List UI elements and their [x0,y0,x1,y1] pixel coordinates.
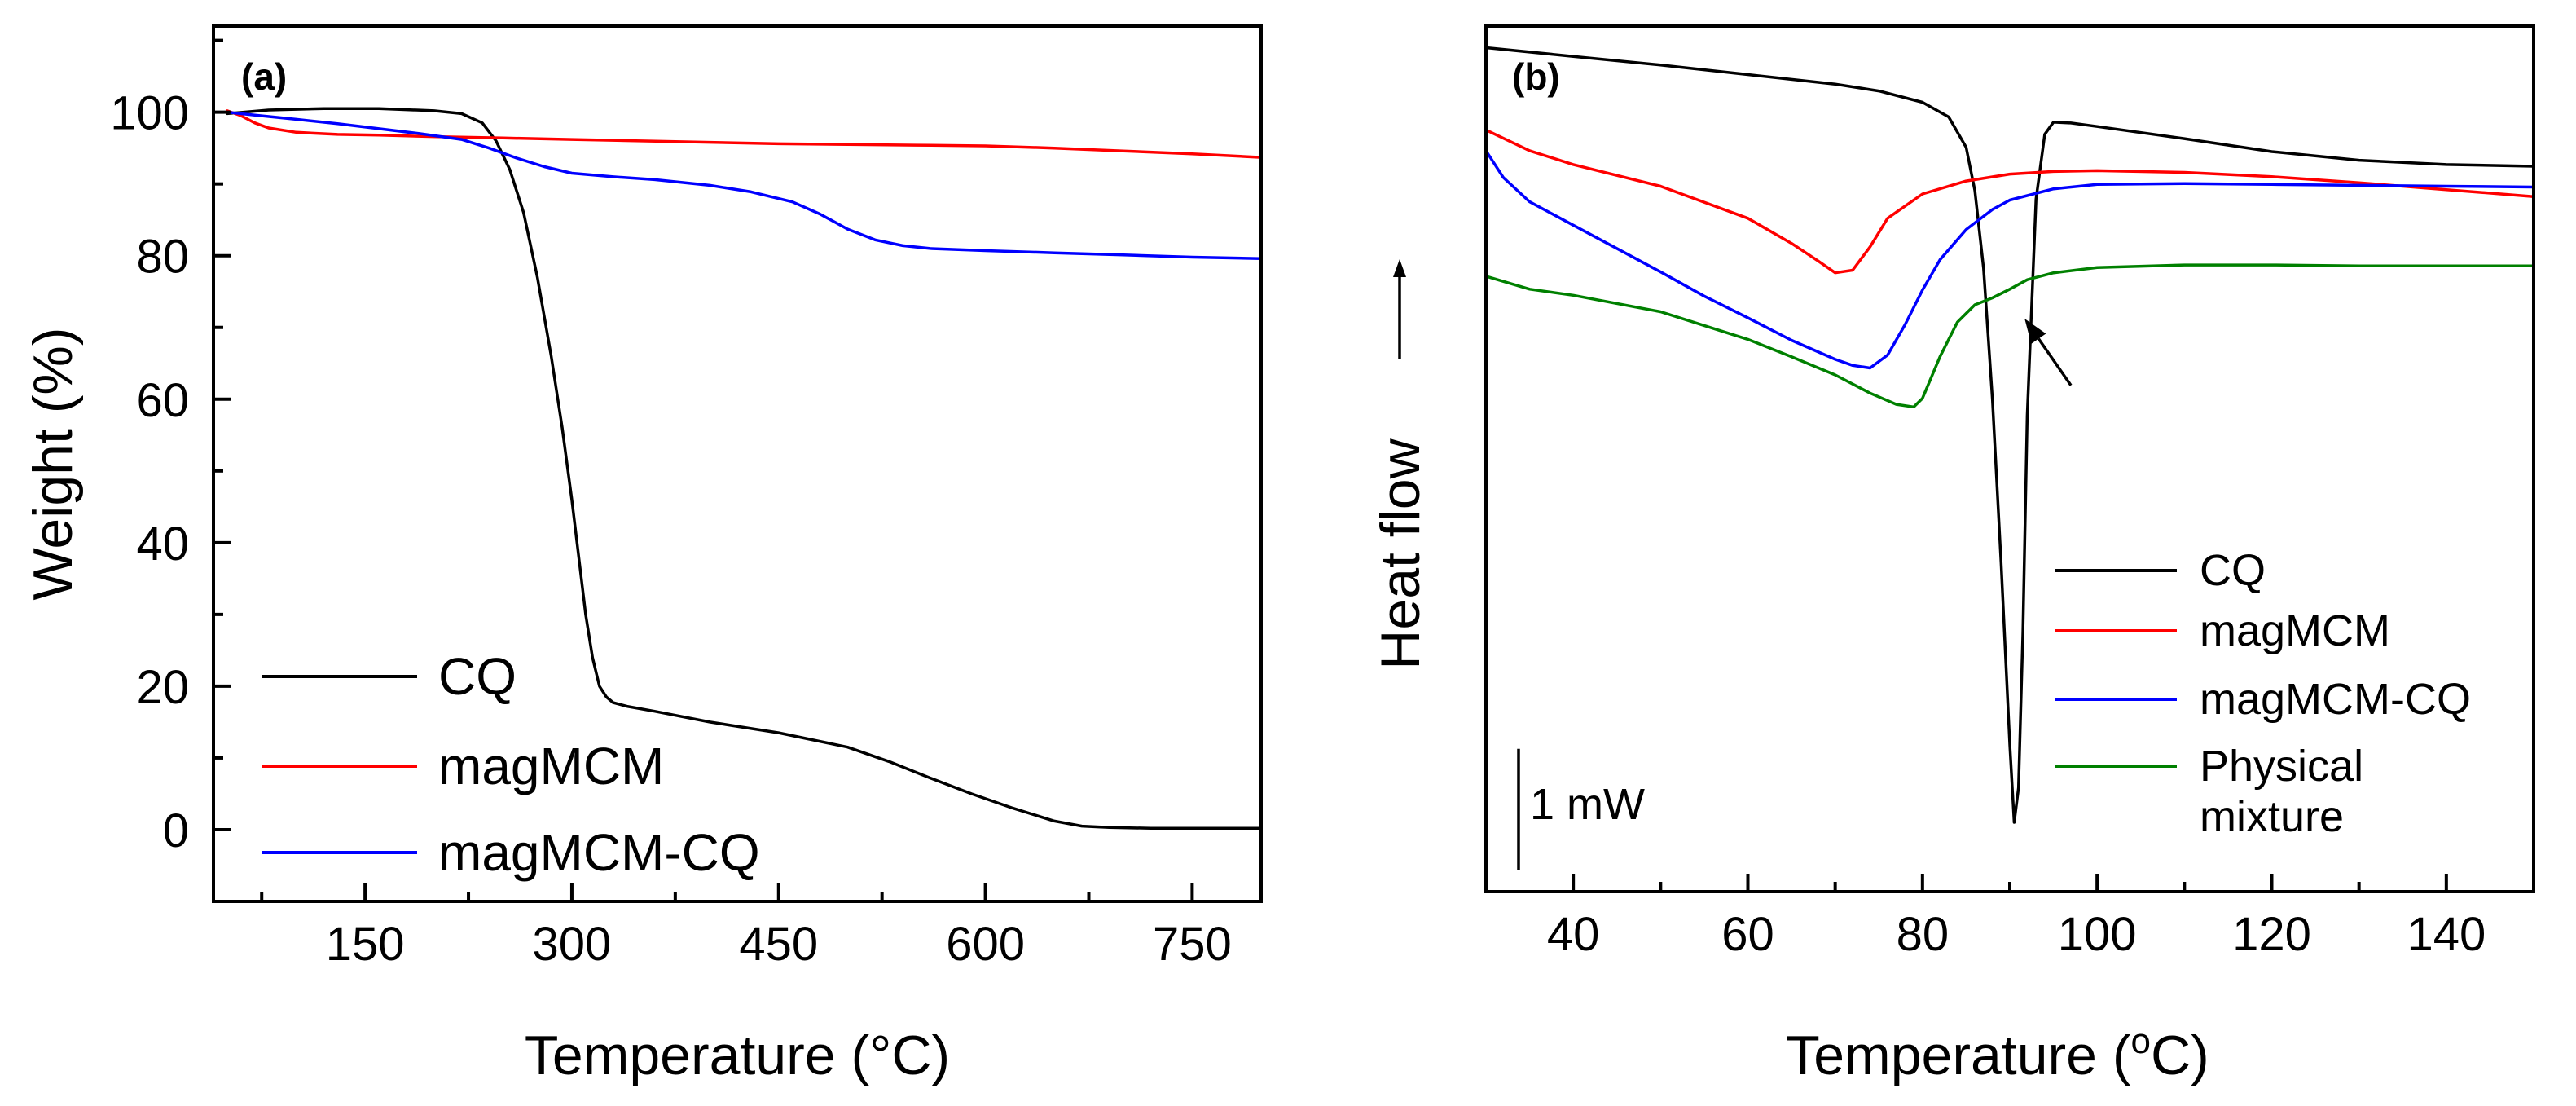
legend-b-label-physical-mixture: Physical mixture [2200,742,2363,841]
legend-a-label-cq: CQ [438,647,517,706]
panel-b-legend: CQ magMCM magMCM-CQ Physical mixture [2055,546,2471,841]
panel-a-legend: CQ magMCM magMCM-CQ [262,647,760,882]
panel-a-series-group [226,107,1263,830]
legend-b-label-magmcm: magMCM [2200,606,2390,655]
panel-b-x-tick-label: 40 [1547,908,1600,961]
panel-a-y-tick-label: 40 [136,518,189,571]
panel-b-scale-bar-label: 1 mW [1530,780,1645,829]
panel-a-x-tick-label: 750 [1153,918,1232,971]
panel-a-label: (a) [241,55,287,98]
panel-b-y-axis-arrow-icon [1393,259,1406,277]
panel-b-series-line-cq [1484,46,2535,824]
panel-a-x-tick-label: 600 [946,918,1025,971]
panel-a-chart: 150 300 450 600 750 0 20 40 60 80 100 (a) Temperat… [22,24,1263,1086]
panel-a-y-tick-label: 0 [163,804,189,857]
panel-a-x-tick-label: 450 [739,918,818,971]
panel-a-ticks: 150 300 450 600 750 0 20 40 60 80 100 [110,38,1232,971]
panel-b-x-tick-label: 80 [1897,908,1950,961]
panel-b-annotation-arrow [2024,318,2073,386]
panel-a-y-tick-label: 20 [136,661,189,714]
legend-a-label-magmcm: magMCM [438,737,664,795]
panel-a-y-tick-label: 100 [110,87,189,140]
panel-b-x-tick-label: 60 [1721,908,1774,961]
panel-a-x-tick-label: 150 [326,918,405,971]
panel-b-x-tick-label: 140 [2407,908,2486,961]
panel-b-annotation-arrow-shaft [2037,337,2073,386]
panel-b-chart: 40 60 80 100 120 140 (b) Temperature (oC) Hea… [1369,24,2535,1086]
legend-b-label-magmcm-cq: magMCM-CQ [2200,675,2471,724]
panel-a-x-tick-label: 300 [533,918,612,971]
panel-b-y-axis-label: Heat flow [1369,438,1431,669]
panel-b-x-tick-label: 120 [2232,908,2311,961]
panel-b-series-group [1484,46,2535,824]
panel-b-x-axis-label: Temperature (oC) [1786,1021,2209,1086]
panel-a-y-tick-label: 60 [136,374,189,427]
panel-b-x-tick-label: 100 [2058,908,2137,961]
panel-b-ticks: 40 60 80 100 120 140 [1484,874,2535,961]
panel-a-y-tick-label: 80 [136,231,189,284]
legend-b-label-cq: CQ [2200,546,2266,595]
panel-a-x-axis-label: Temperature (°C) [525,1024,950,1086]
panel-b-series-line-magmcm-cq [1484,149,2535,370]
panel-a-plot-frame [212,24,1263,903]
panel-b-series-line-physical-mixture [1484,263,2535,409]
panel-a-series-line-magmcm [226,109,1263,159]
panel-b-y-axis-label-group: Heat flow [1369,259,1431,670]
legend-a-label-magmcm-cq: magMCM-CQ [438,823,760,882]
panel-b-series-line-magmcm [1484,128,2535,275]
panel-a-y-axis-label: Weight (%) [22,327,84,600]
panel-a-series-line-magmcm-cq [226,110,1263,260]
panel-b-annotation-arrow-icon [2024,318,2046,344]
panel-b-label: (b) [1512,55,1560,98]
panel-a-series-line-cq [226,107,1263,830]
